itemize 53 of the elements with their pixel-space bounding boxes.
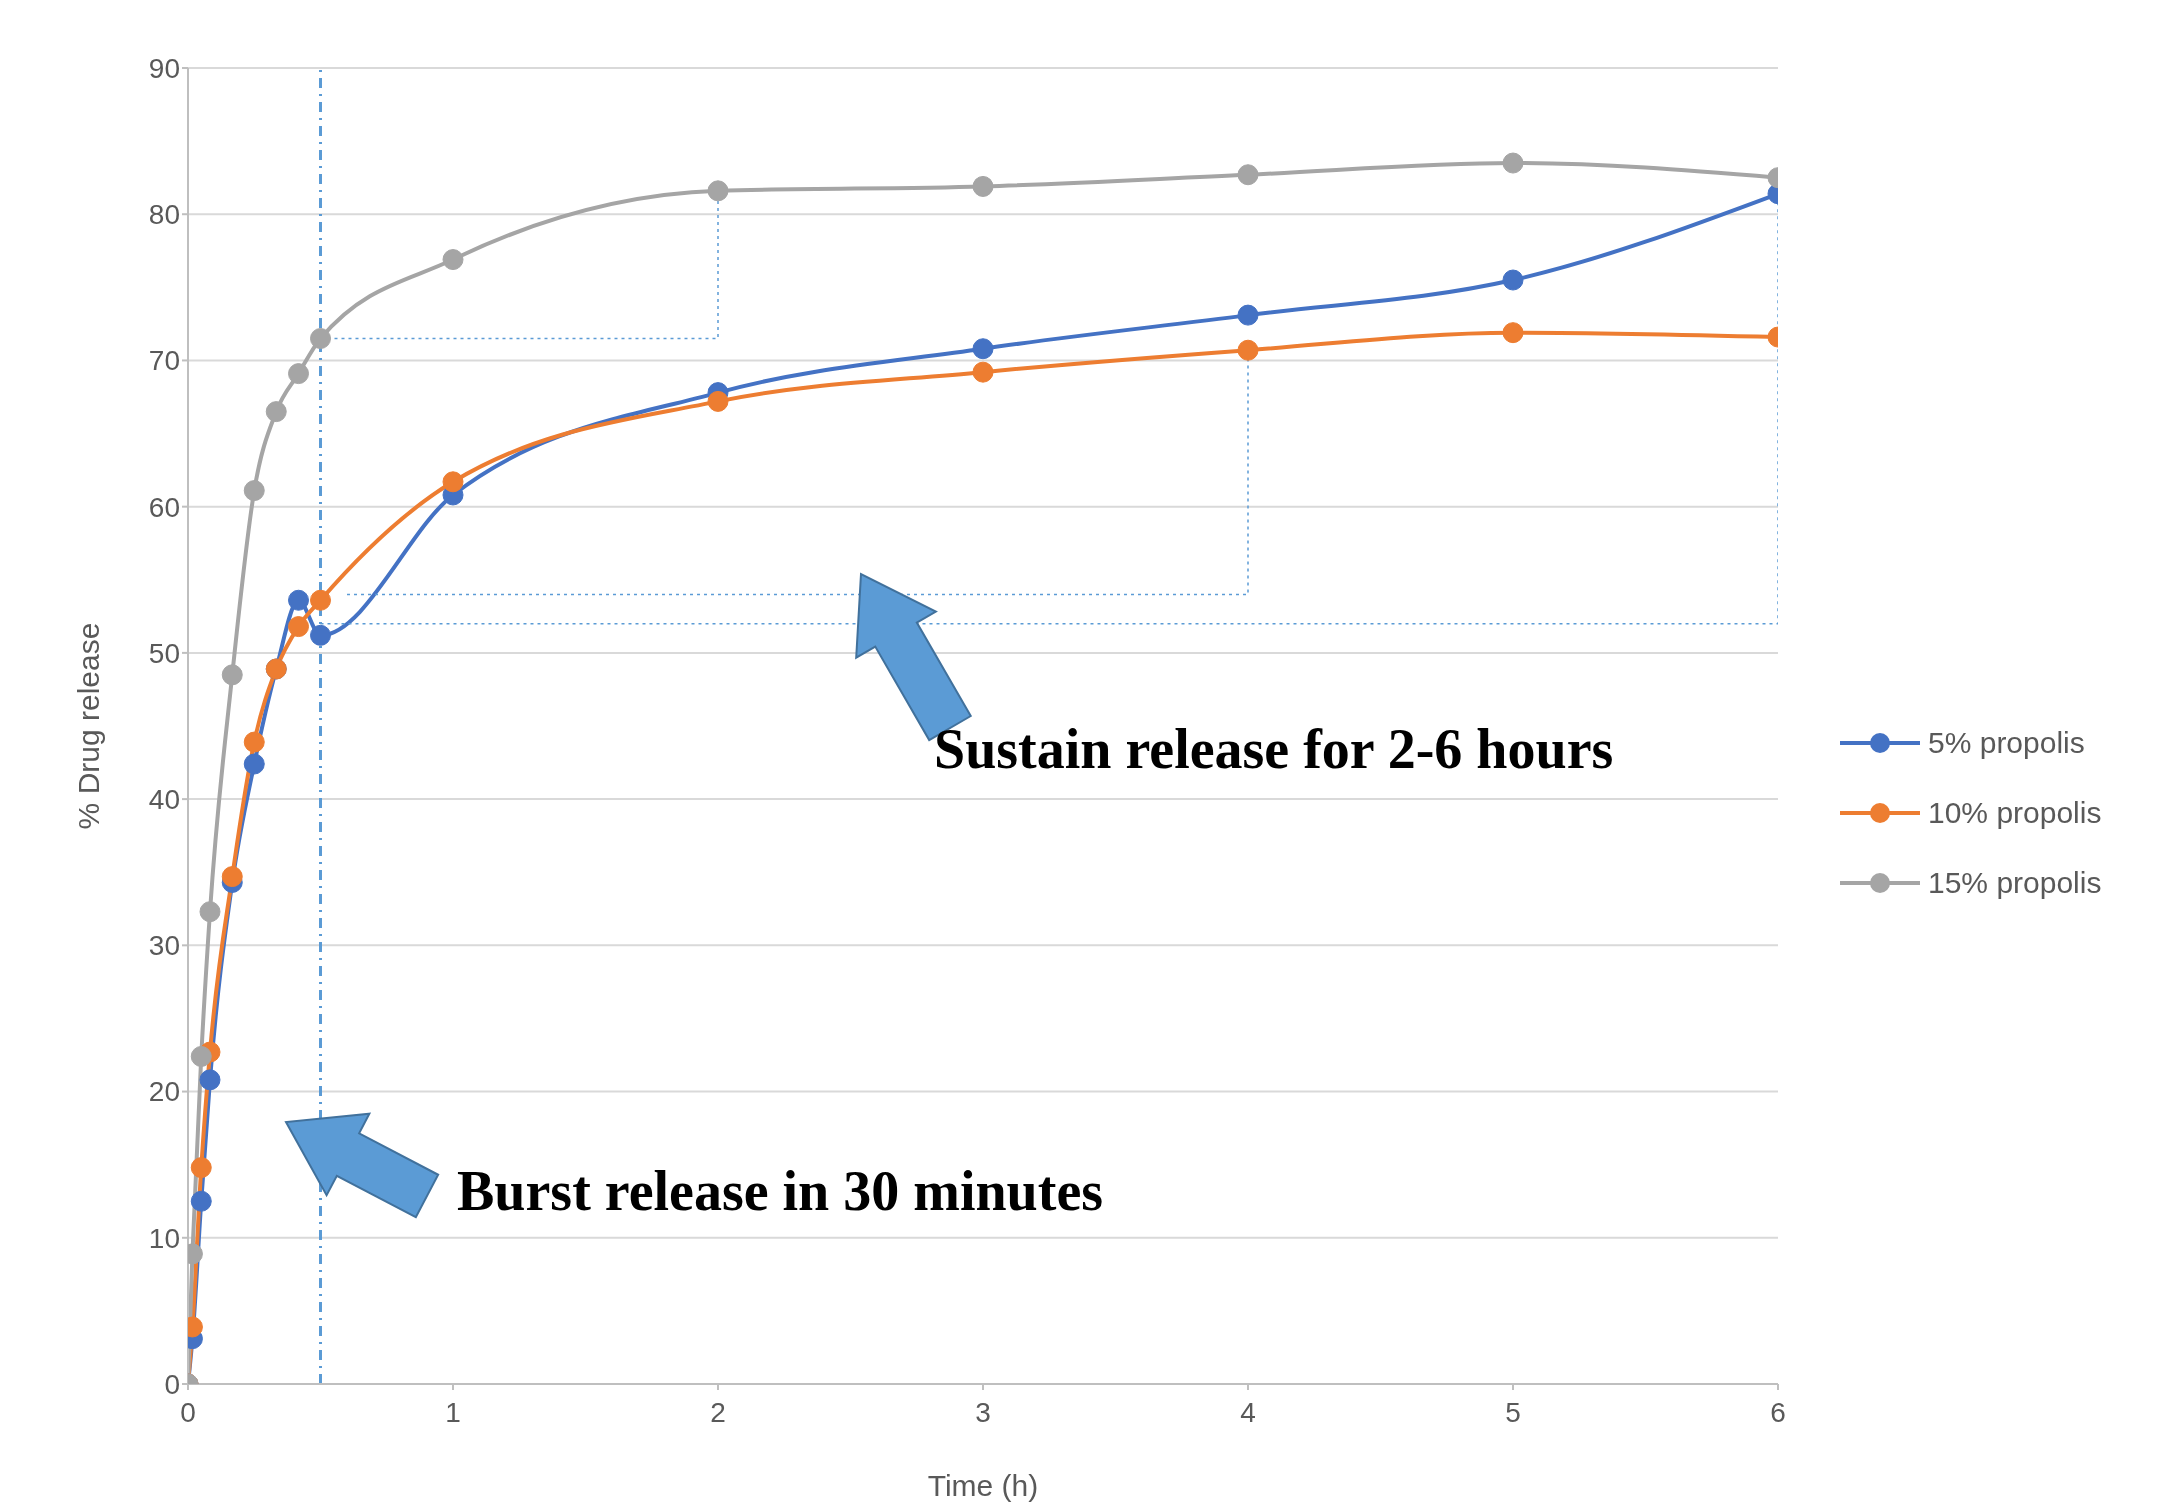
y-tick-label: 10 xyxy=(148,1222,180,1254)
y-tick-label: 90 xyxy=(148,52,180,84)
x-tick-label: 4 xyxy=(1240,1396,1256,1428)
point xyxy=(243,480,265,502)
point xyxy=(288,589,310,611)
point xyxy=(199,1069,221,1091)
point xyxy=(442,249,464,271)
point xyxy=(221,866,243,888)
y-tick-label: 20 xyxy=(148,1076,180,1108)
point xyxy=(190,1157,212,1179)
point xyxy=(1502,152,1524,174)
x-tick-label: 5 xyxy=(1505,1396,1521,1428)
point xyxy=(1237,164,1259,186)
point xyxy=(199,901,221,923)
x-tick-label: 6 xyxy=(1770,1396,1786,1428)
point xyxy=(265,401,287,423)
point xyxy=(972,175,994,197)
x-tick-label: 1 xyxy=(445,1396,461,1428)
y-axis-title: % Drug release xyxy=(71,622,105,830)
point xyxy=(1237,339,1259,361)
legend-label: 15% propolis xyxy=(1928,866,2102,900)
y-tick-label: 60 xyxy=(148,491,180,523)
point xyxy=(707,390,729,412)
y-tick-label: 0 xyxy=(164,1368,180,1400)
point xyxy=(221,664,243,686)
annotation: Burst release in 30 minutes xyxy=(457,1160,1104,1222)
point xyxy=(288,363,310,385)
point xyxy=(190,1190,212,1212)
point xyxy=(707,180,729,202)
point xyxy=(310,624,331,646)
point xyxy=(972,338,994,360)
legend-label: 10% propolis xyxy=(1928,796,2102,830)
point xyxy=(243,731,265,753)
y-tick-label: 80 xyxy=(148,199,180,231)
x-axis-title: Time (h) xyxy=(927,1469,1039,1502)
x-tick-label: 3 xyxy=(975,1396,991,1428)
x-tick-label: 2 xyxy=(710,1396,726,1428)
point xyxy=(310,589,331,611)
y-tick-label: 30 xyxy=(148,930,180,962)
point xyxy=(190,1045,212,1067)
point xyxy=(310,328,331,350)
annotation: Sustain release for 2-6 hours xyxy=(934,718,1614,780)
legend-label: 5% propolis xyxy=(1928,726,2085,760)
y-tick-label: 70 xyxy=(148,345,180,377)
point xyxy=(442,471,464,493)
point xyxy=(288,616,310,638)
point xyxy=(1502,322,1524,344)
point xyxy=(243,753,265,775)
y-tick-label: 50 xyxy=(148,637,180,669)
point xyxy=(972,361,994,383)
point xyxy=(1502,269,1524,291)
y-tick-label: 40 xyxy=(148,784,180,816)
point xyxy=(1237,304,1259,326)
